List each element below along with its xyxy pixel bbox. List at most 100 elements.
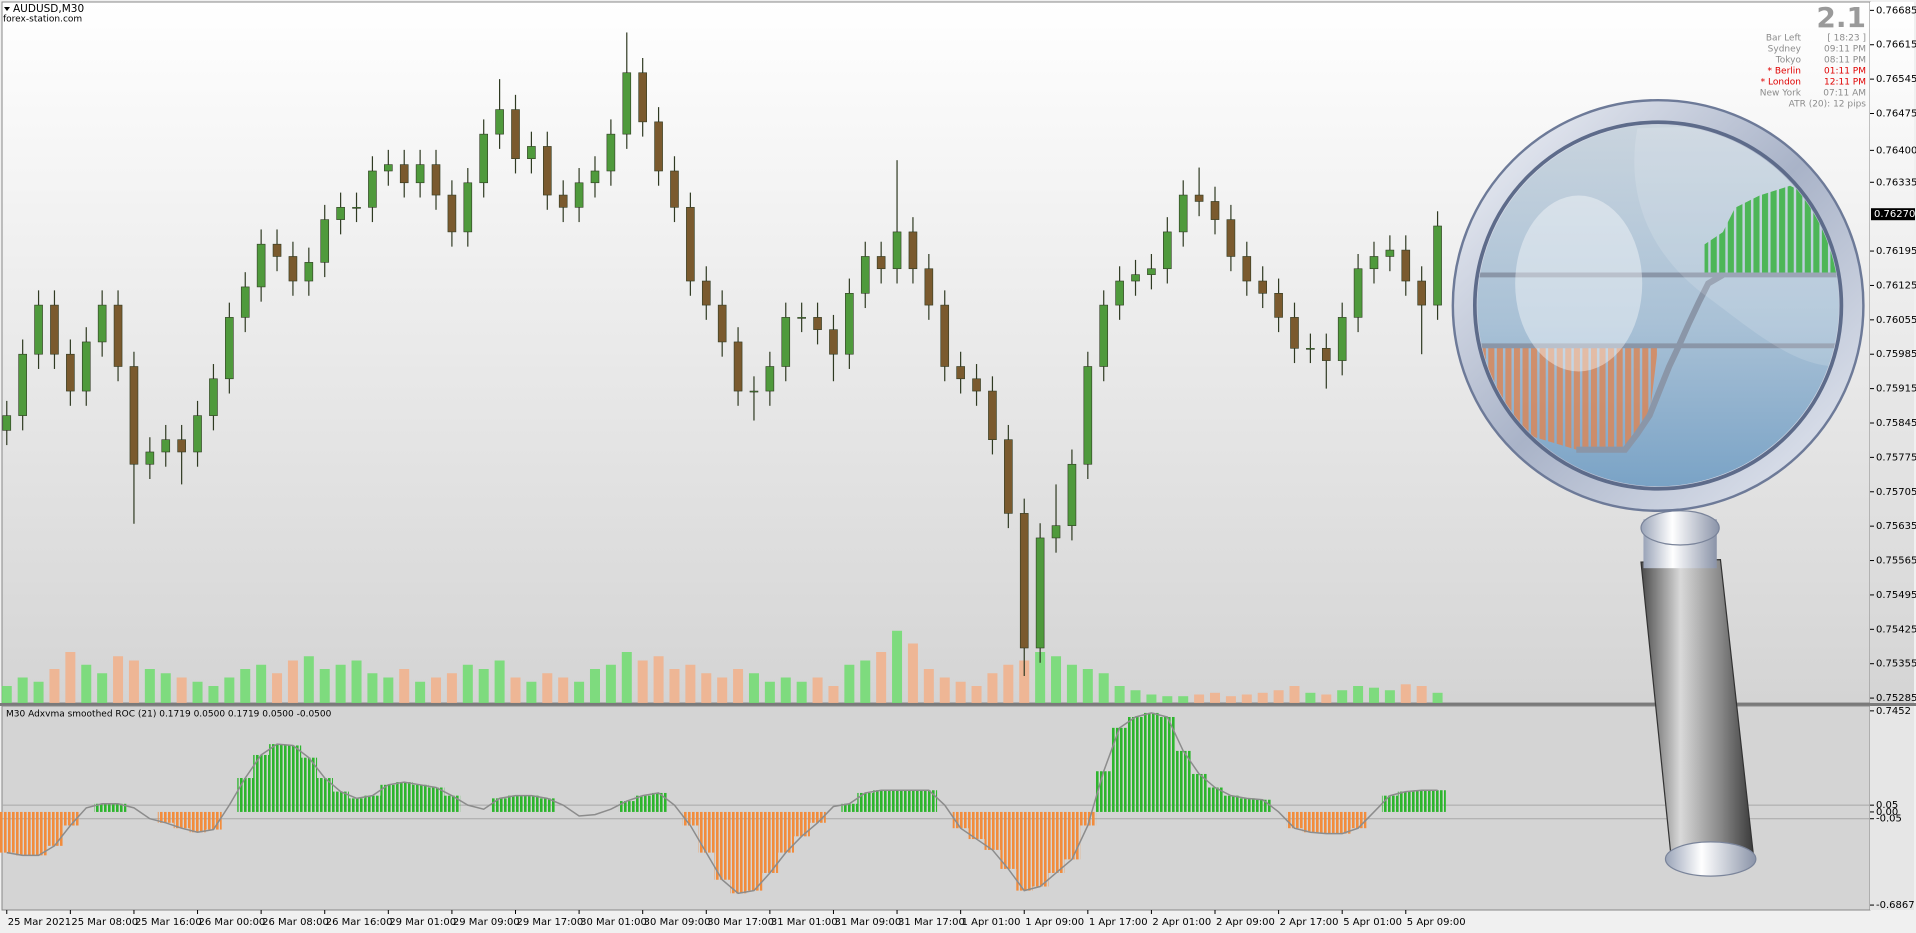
volume-bar — [1368, 687, 1379, 703]
candle-body — [66, 353, 75, 392]
lens-step-line — [1576, 272, 1725, 453]
y-tick-label: 0.75985 — [1876, 349, 1916, 360]
volume-bar — [399, 669, 410, 703]
candle-body — [1401, 249, 1411, 282]
volume-bar — [637, 660, 648, 703]
x-tick-label: 5 Apr 09:00 — [1407, 917, 1466, 928]
indicator-bar — [1127, 716, 1144, 812]
indicator-bar — [1095, 771, 1112, 812]
candle-body — [1099, 304, 1109, 367]
current-price-label: 0.76270 — [1874, 209, 1915, 220]
volume-bar — [1241, 694, 1252, 703]
candle-body — [701, 280, 711, 306]
symbol-menu-icon — [4, 7, 10, 11]
volume-bar — [812, 677, 823, 703]
indicator-bar — [300, 757, 318, 812]
indicator-bar — [1207, 787, 1224, 812]
candle-body — [1163, 231, 1172, 270]
candle-body — [542, 146, 552, 196]
volume-bar — [33, 681, 44, 703]
candle-body — [1306, 348, 1315, 350]
volume-bar — [446, 673, 457, 703]
indicator-bar — [904, 790, 922, 812]
volume-bar — [764, 681, 775, 703]
candle-body — [463, 182, 473, 233]
indicator-bar — [1302, 811, 1319, 833]
indicator-bar — [1334, 811, 1351, 834]
indicator-bar — [968, 811, 985, 840]
volume-bar — [1098, 673, 1109, 703]
candle-body — [177, 439, 186, 453]
volume-bar — [335, 664, 346, 703]
volume-bar — [923, 669, 934, 703]
volume-bar — [415, 681, 426, 703]
indicator-bar — [1191, 773, 1208, 812]
x-tick-label: 2 Apr 09:00 — [1216, 917, 1275, 928]
candle-body — [638, 72, 647, 123]
candle-body — [304, 262, 314, 282]
indicator-bar — [889, 790, 906, 812]
indicator-bar — [952, 811, 969, 829]
y-tick-label: 0.75425 — [1876, 624, 1916, 635]
candle-body — [1321, 348, 1331, 361]
indicator-bar — [793, 811, 810, 837]
volume-bar — [780, 677, 791, 703]
indicator-bar — [14, 811, 31, 856]
candle-body — [749, 390, 759, 393]
volume-bar — [733, 669, 744, 703]
y-tick-label: 0.75915 — [1876, 384, 1916, 395]
indicator-bar — [0, 811, 16, 853]
candle-body — [813, 317, 822, 330]
lens-view — [1477, 124, 1839, 487]
volume-bar — [192, 681, 203, 703]
indicator-bar — [189, 811, 206, 833]
x-tick-label: 26 Mar 08:00 — [262, 917, 329, 928]
y-tick-label: 0.76545 — [1876, 74, 1916, 85]
x-tick-label: 25 Mar 08:00 — [71, 917, 138, 928]
volume-bar — [796, 681, 807, 703]
info-row-label: New York — [1760, 89, 1802, 99]
candle-body — [479, 133, 489, 184]
indicator-axis — [1870, 706, 1914, 910]
indicator-bar — [1318, 811, 1335, 834]
volume-bar — [669, 669, 680, 703]
info-row-label: Tokyo — [1775, 56, 1802, 66]
y-tick-label: 0.75495 — [1876, 590, 1916, 601]
x-tick-label: 2 Apr 01:00 — [1152, 917, 1211, 928]
candle-body — [622, 72, 632, 135]
candle-body — [1290, 317, 1299, 349]
candle-body — [50, 304, 59, 355]
volume-bar — [49, 669, 60, 703]
info-row-value: 07:11 AM — [1823, 89, 1866, 99]
x-tick-label: 25 Mar 16:00 — [135, 917, 202, 928]
handle-cap — [1664, 841, 1757, 877]
x-tick-label: 30 Mar 09:00 — [644, 917, 711, 928]
volume-bar — [1035, 652, 1046, 703]
watermark: forex-station.com — [3, 15, 82, 25]
volume-bar — [701, 673, 712, 703]
y-tick-label: 0.76475 — [1876, 109, 1916, 120]
x-tick-label: 31 Mar 09:00 — [834, 917, 901, 928]
volume-bar — [431, 677, 442, 703]
volume-bar — [1066, 664, 1077, 703]
volume-bar — [1289, 686, 1300, 703]
indicator-bar — [523, 795, 540, 812]
candle-body — [988, 390, 997, 440]
indicator-bar — [873, 790, 890, 812]
volume-bar — [383, 677, 394, 703]
volume-bar — [81, 664, 92, 703]
indicator-bar — [698, 811, 715, 853]
candle-body — [1258, 280, 1268, 294]
candle-body — [908, 231, 918, 270]
volume-bar — [494, 660, 505, 703]
indicator-bar — [809, 811, 826, 823]
y-tick-label: 0.76125 — [1876, 280, 1916, 291]
candle-body — [399, 164, 409, 184]
candle-body — [240, 286, 250, 318]
volume-bar — [1051, 656, 1062, 703]
volume-bar — [844, 664, 855, 703]
magnifier — [1451, 98, 1865, 877]
volume-bar — [1337, 690, 1348, 703]
indicator-bar — [237, 778, 254, 812]
info-row-label: * Berlin — [1768, 67, 1801, 77]
